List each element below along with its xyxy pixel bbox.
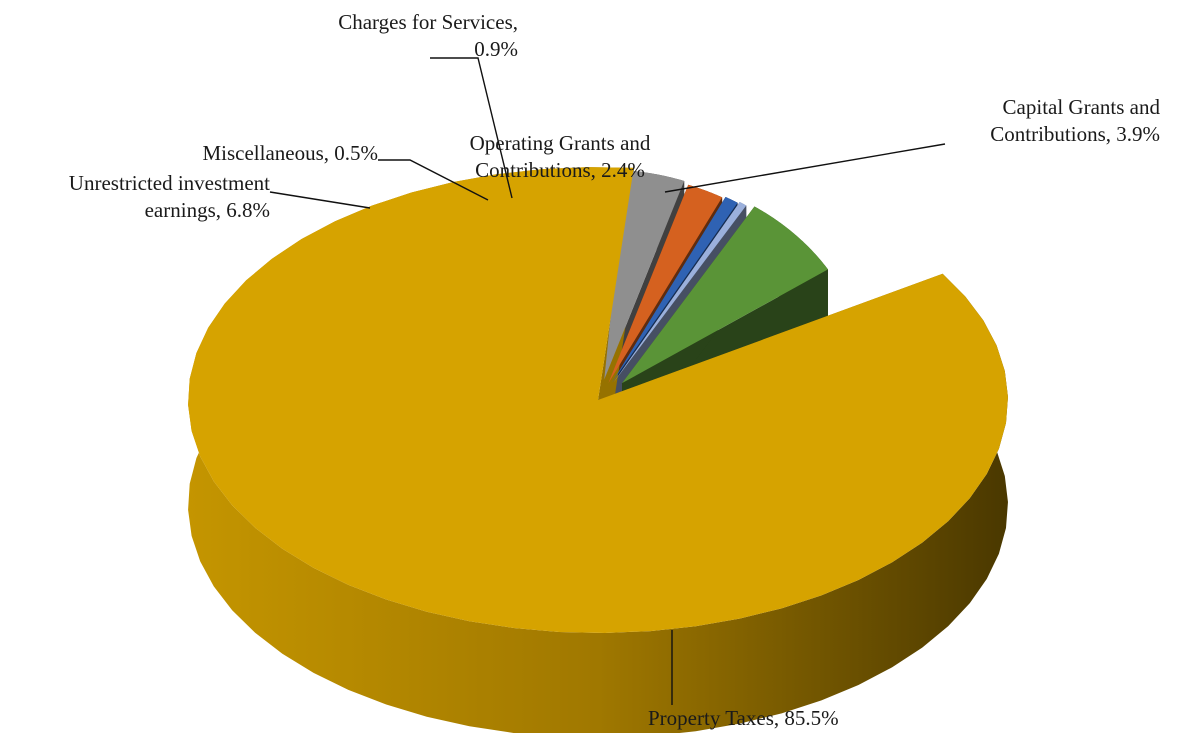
data-label-charges-for-services-line-1: Charges for Services,	[338, 10, 518, 34]
data-label-operating-grants-and-contributions-line-1: Operating Grants and	[470, 131, 651, 155]
pie-slice-charges-for-services	[611, 196, 738, 383]
pie-slice-property-taxes	[188, 167, 1008, 633]
leader-line-unrestricted-investment-earnings	[269, 191, 371, 209]
leader-line-capital-grants-and-contributions	[664, 143, 946, 193]
data-label-property-taxes: Property Taxes, 85.5%	[648, 706, 839, 730]
data-label-capital-grants-and-contributions-line-2: Contributions, 3.9%	[990, 122, 1160, 146]
pie-slice-operating-grants-and-contributions	[608, 184, 723, 384]
data-label-charges-for-services-line-2: 0.9%	[474, 37, 518, 61]
data-label-unrestricted-investment-earnings-line-2: earnings, 6.8%	[145, 198, 270, 222]
pie-slice-unrestricted-investment-earnings	[622, 206, 828, 384]
data-label-miscellaneous: Miscellaneous, 0.5%	[202, 141, 378, 165]
leader-line-charges-for-services	[430, 57, 513, 199]
data-label-unrestricted-investment-earnings-line-1: Unrestricted investment	[69, 171, 270, 195]
leader-line-miscellaneous	[378, 159, 489, 201]
data-label-operating-grants-and-contributions-line-2: Contributions, 2.4%	[475, 158, 645, 182]
data-label-capital-grants-and-contributions-line-1: Capital Grants and	[1003, 95, 1161, 119]
pie-slice-miscellaneous	[613, 202, 747, 383]
